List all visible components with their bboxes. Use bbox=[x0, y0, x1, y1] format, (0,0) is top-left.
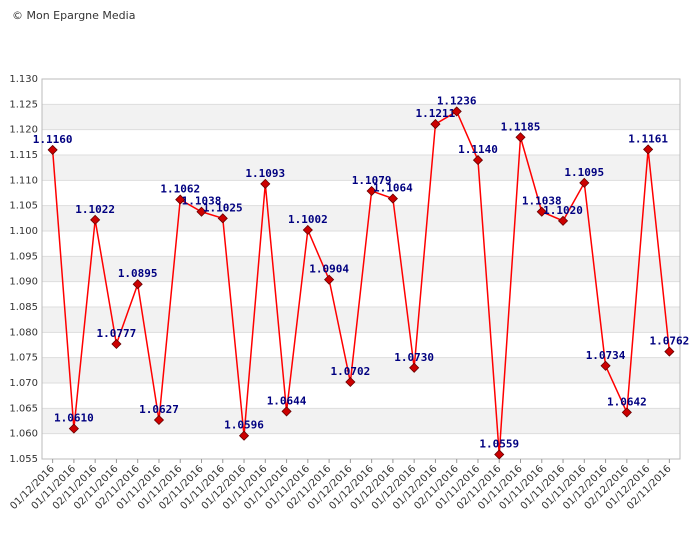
value-label: 1.1062 bbox=[160, 183, 200, 196]
plot-border bbox=[41, 78, 681, 460]
grid-band bbox=[42, 357, 680, 383]
point bbox=[345, 376, 356, 388]
value-label: 1.0702 bbox=[330, 365, 370, 378]
value-label: 1.0644 bbox=[267, 394, 307, 407]
value-label: 1.1038 bbox=[182, 195, 222, 208]
value-label: 1.0734 bbox=[586, 349, 626, 362]
point bbox=[536, 206, 547, 217]
point bbox=[281, 406, 292, 417]
point bbox=[238, 430, 250, 441]
point bbox=[132, 279, 143, 290]
y-tick-label: 1.095 bbox=[9, 251, 38, 262]
point bbox=[260, 178, 271, 189]
point bbox=[153, 414, 165, 426]
y-tick-label: 1.115 bbox=[9, 150, 38, 161]
value-label: 1.1161 bbox=[628, 132, 668, 145]
point bbox=[643, 144, 654, 155]
point bbox=[196, 206, 207, 217]
value-label: 1.1022 bbox=[75, 203, 115, 216]
y-tick-label: 1.130 bbox=[9, 74, 38, 85]
point bbox=[366, 185, 377, 197]
y-tick-label: 1.080 bbox=[9, 327, 38, 338]
grid-band bbox=[42, 205, 680, 231]
point bbox=[664, 346, 675, 357]
value-label: 1.1079 bbox=[352, 174, 392, 187]
value-label: 1.1236 bbox=[437, 94, 477, 107]
value-label: 1.0627 bbox=[139, 403, 179, 416]
value-label: 1.1185 bbox=[501, 120, 541, 133]
grid-band bbox=[42, 408, 680, 434]
y-tick-label: 1.105 bbox=[9, 201, 38, 212]
value-label: 1.0610 bbox=[54, 412, 94, 425]
y-tick-label: 1.100 bbox=[9, 226, 38, 237]
value-label: 1.0762 bbox=[649, 335, 689, 348]
value-label: 1.1160 bbox=[33, 133, 73, 146]
point bbox=[600, 360, 611, 371]
point bbox=[621, 407, 632, 418]
grid-band bbox=[42, 155, 680, 181]
value-label: 1.1093 bbox=[245, 167, 285, 180]
value-label: 1.0596 bbox=[224, 419, 264, 432]
chart-title: © Mon Epargne Media bbox=[12, 9, 135, 22]
point bbox=[515, 132, 526, 143]
point bbox=[90, 214, 101, 225]
value-label: 1.1140 bbox=[458, 143, 498, 156]
point bbox=[451, 106, 462, 117]
value-label: 1.1020 bbox=[543, 204, 583, 217]
grid-band bbox=[42, 104, 680, 130]
y-tick-label: 1.070 bbox=[9, 378, 38, 389]
value-label: 1.1038 bbox=[522, 195, 562, 208]
point bbox=[409, 362, 420, 373]
point bbox=[579, 177, 590, 188]
y-tick-label: 1.060 bbox=[9, 429, 38, 440]
value-label: 1.0642 bbox=[607, 395, 647, 408]
value-label: 1.0559 bbox=[479, 437, 519, 450]
point bbox=[472, 155, 484, 166]
y-tick-label: 1.120 bbox=[9, 125, 38, 136]
value-label: 1.0895 bbox=[118, 267, 158, 280]
value-label: 1.0730 bbox=[394, 351, 434, 364]
value-label: 1.1211 bbox=[416, 107, 456, 120]
value-label: 1.0904 bbox=[309, 263, 349, 276]
value-label: 1.1095 bbox=[564, 166, 604, 179]
y-tick-label: 1.090 bbox=[9, 277, 38, 288]
point bbox=[557, 215, 569, 226]
value-label: 1.1002 bbox=[288, 213, 328, 226]
point bbox=[324, 274, 335, 285]
y-tick-label: 1.085 bbox=[9, 302, 38, 313]
point bbox=[175, 194, 186, 205]
point bbox=[68, 423, 79, 434]
y-tick-label: 1.055 bbox=[9, 454, 38, 465]
y-tick-label: 1.125 bbox=[9, 99, 38, 110]
y-tick-label: 1.075 bbox=[9, 353, 38, 364]
point bbox=[430, 119, 441, 130]
value-label: 1.1064 bbox=[373, 182, 413, 195]
point bbox=[302, 224, 313, 236]
line bbox=[51, 110, 671, 455]
point bbox=[494, 449, 505, 460]
point bbox=[387, 193, 398, 204]
y-tick-label: 1.065 bbox=[9, 403, 38, 414]
grid-band bbox=[42, 307, 680, 333]
value-label: 1.0777 bbox=[97, 327, 137, 340]
y-tick-label: 1.110 bbox=[9, 175, 38, 186]
point bbox=[111, 338, 122, 350]
value-label: 1.1025 bbox=[203, 201, 243, 214]
grid-band bbox=[42, 256, 680, 282]
point bbox=[217, 213, 228, 224]
point bbox=[47, 144, 58, 155]
